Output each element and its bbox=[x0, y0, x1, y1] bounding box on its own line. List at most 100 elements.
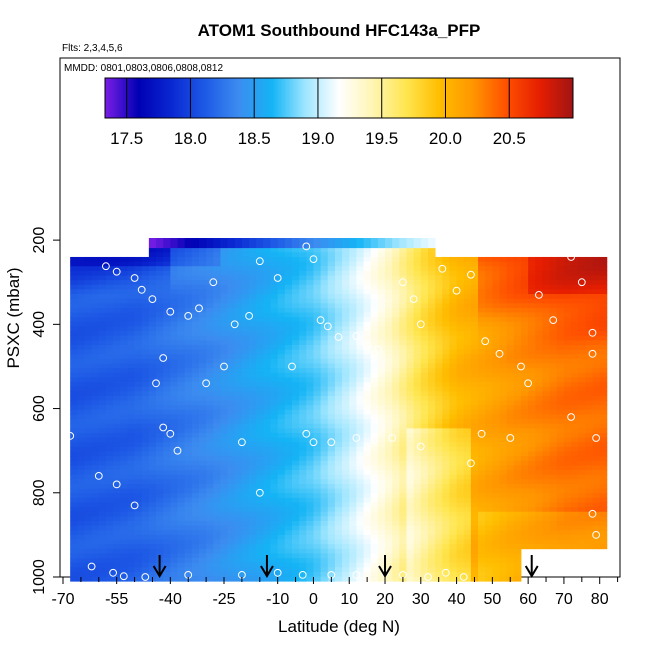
heatmap-cell bbox=[227, 530, 236, 536]
heatmap-cell bbox=[392, 307, 400, 313]
heatmap-cell bbox=[91, 419, 100, 425]
heatmap-cell bbox=[148, 451, 157, 457]
heatmap-cell bbox=[470, 368, 479, 374]
heatmap-cell bbox=[163, 553, 171, 559]
heatmap-cell bbox=[98, 405, 107, 411]
heatmap-cell bbox=[120, 567, 128, 573]
heatmap-cell bbox=[492, 331, 500, 337]
heatmap-cell bbox=[220, 256, 228, 262]
heatmap-cell bbox=[220, 432, 228, 439]
heatmap-cell bbox=[184, 326, 193, 332]
heatmap-cell bbox=[528, 451, 536, 457]
heatmap-cell bbox=[184, 414, 193, 420]
heatmap-cell bbox=[449, 317, 457, 323]
heatmap-cell bbox=[377, 451, 386, 457]
heatmap-cell bbox=[370, 321, 379, 327]
heatmap-cell bbox=[241, 442, 250, 448]
heatmap-cell bbox=[198, 479, 207, 485]
heatmap-cell bbox=[313, 423, 322, 429]
heatmap-cell bbox=[284, 326, 293, 332]
heatmap-cell bbox=[170, 358, 178, 364]
heatmap-cell bbox=[141, 483, 150, 489]
heatmap-cell bbox=[549, 432, 558, 439]
heatmap-cell bbox=[363, 307, 372, 313]
heatmap-cell bbox=[349, 497, 357, 503]
heatmap-cell bbox=[392, 507, 400, 513]
heatmap-cell bbox=[241, 419, 250, 425]
heatmap-cell bbox=[377, 358, 386, 364]
heatmap-cell bbox=[385, 558, 393, 564]
heatmap-cell bbox=[478, 548, 486, 554]
heatmap-cell bbox=[571, 280, 579, 286]
heatmap-cell bbox=[478, 442, 486, 448]
heatmap-cell bbox=[127, 511, 135, 517]
heatmap-cell bbox=[520, 280, 529, 286]
heatmap-cell bbox=[456, 386, 465, 392]
heatmap-cell bbox=[306, 252, 314, 258]
heatmap-cell bbox=[120, 516, 128, 522]
heatmap-cell bbox=[535, 451, 543, 457]
heatmap-cell bbox=[563, 298, 572, 304]
heatmap-cell bbox=[306, 400, 314, 406]
heatmap-cell bbox=[427, 261, 436, 267]
heatmap-cell bbox=[306, 247, 314, 253]
heatmap-cell bbox=[435, 562, 443, 568]
heatmap-cell bbox=[91, 358, 100, 364]
heatmap-cell bbox=[170, 520, 178, 527]
heatmap-cell bbox=[449, 451, 457, 457]
heatmap-cell bbox=[141, 256, 150, 262]
heatmap-cell bbox=[342, 261, 350, 267]
heatmap-cell bbox=[356, 409, 364, 415]
heatmap-cell bbox=[277, 340, 286, 346]
heatmap-cell bbox=[528, 419, 536, 425]
heatmap-cell bbox=[327, 400, 336, 406]
heatmap-cell bbox=[478, 363, 486, 369]
heatmap-cell bbox=[127, 446, 135, 452]
heatmap-cell bbox=[91, 483, 100, 489]
heatmap-cell bbox=[499, 423, 508, 429]
heatmap-cell bbox=[227, 294, 236, 300]
heatmap-cell bbox=[284, 400, 293, 406]
heatmap-cell bbox=[105, 423, 114, 429]
heatmap-cell bbox=[177, 553, 186, 559]
heatmap-cell bbox=[370, 562, 379, 568]
heatmap-cell bbox=[535, 266, 543, 272]
heatmap-cell bbox=[470, 539, 479, 545]
heatmap-cell bbox=[435, 298, 443, 304]
heatmap-cell bbox=[399, 553, 407, 559]
heatmap-cell bbox=[435, 280, 443, 286]
heatmap-cell bbox=[156, 303, 164, 309]
heatmap-cell bbox=[249, 567, 257, 573]
heatmap-cell bbox=[127, 321, 135, 327]
heatmap-cell bbox=[320, 507, 329, 513]
heatmap-cell bbox=[113, 553, 121, 559]
heatmap-cell bbox=[456, 423, 465, 429]
heatmap-cell bbox=[284, 419, 293, 425]
heatmap-cell bbox=[134, 460, 143, 466]
heatmap-cell bbox=[456, 442, 465, 448]
heatmap-cell bbox=[377, 409, 386, 415]
heatmap-cell bbox=[84, 558, 93, 564]
heatmap-cell bbox=[256, 562, 264, 568]
heatmap-cell bbox=[98, 395, 107, 401]
heatmap-cell bbox=[98, 451, 107, 457]
heatmap-cell bbox=[399, 400, 407, 406]
heatmap-cell bbox=[156, 284, 164, 290]
heatmap-cell bbox=[392, 432, 400, 439]
heatmap-cell bbox=[313, 284, 322, 290]
heatmap-cell bbox=[77, 289, 85, 295]
heatmap-cell bbox=[528, 358, 536, 364]
heatmap-cell bbox=[513, 507, 522, 513]
heatmap-cell bbox=[191, 256, 200, 262]
heatmap-cell bbox=[563, 321, 572, 327]
heatmap-cell bbox=[299, 571, 307, 577]
heatmap-cell bbox=[113, 409, 121, 415]
heatmap-cell bbox=[356, 289, 364, 295]
heatmap-cell bbox=[513, 483, 522, 489]
heatmap-cell bbox=[342, 567, 350, 573]
heatmap-cell bbox=[91, 530, 100, 536]
heatmap-cell bbox=[249, 317, 257, 323]
heatmap-cell bbox=[156, 312, 164, 318]
heatmap-cell bbox=[442, 432, 450, 439]
heatmap-cell bbox=[349, 405, 357, 411]
